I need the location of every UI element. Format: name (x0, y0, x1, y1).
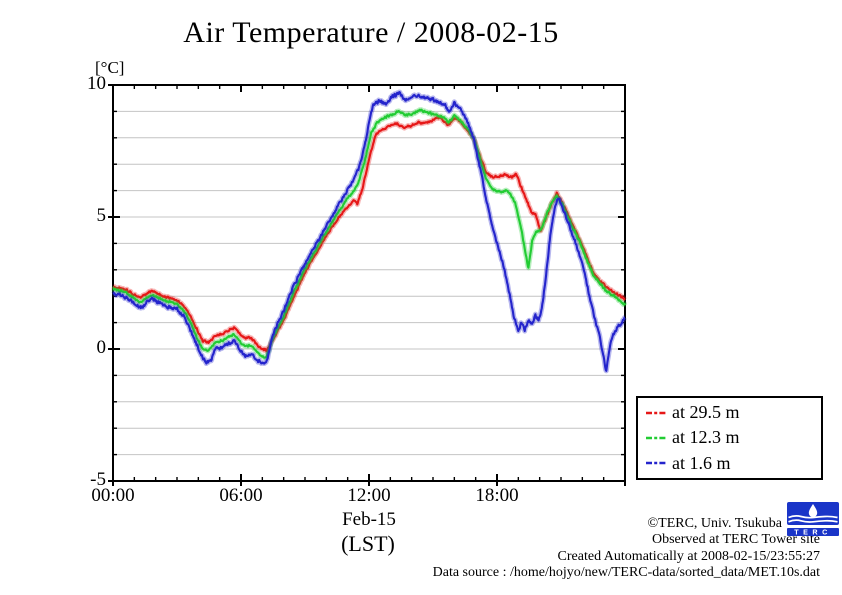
y-tick-label: 5 (96, 205, 107, 226)
x-tick-label: 18:00 (475, 485, 519, 506)
x-axis-date-label: Feb-15 (342, 509, 396, 530)
series-line-at-1-6-m (112, 91, 626, 372)
blue-line-marker-icon (646, 462, 666, 465)
legend-item-label: at 12.3 m (672, 427, 740, 448)
series-line-at-29-5-m (112, 115, 626, 353)
data-source-text: Data source : /home/hojyo/new/TERC-data/… (432, 565, 820, 581)
observed-site-text: Observed at TERC Tower site (651, 532, 820, 548)
legend-box: at 29.5 m at 12.3 m at 1.6 m (636, 396, 823, 480)
y-tick-label: -5 (90, 469, 106, 490)
x-axis-timezone-label: (LST) (341, 531, 395, 556)
legend-item: at 29.5 m (646, 400, 821, 425)
logo-text: TERC (794, 528, 832, 536)
x-tick-label: 12:00 (347, 485, 391, 506)
series-line-at-12-3-m (112, 108, 626, 359)
legend-item-label: at 29.5 m (672, 402, 740, 423)
legend-item-label: at 1.6 m (672, 452, 731, 473)
copyright-text: ©TERC, Univ. Tsukuba (647, 516, 783, 531)
green-line-marker-icon (646, 436, 666, 440)
y-tick-label: 10 (87, 73, 106, 94)
chart-title: Air Temperature / 2008-02-15 (183, 16, 559, 49)
x-tick-label: 06:00 (219, 485, 263, 506)
terc-logo-icon: TERC (787, 502, 839, 536)
y-axis-unit-label: [°C] (95, 58, 125, 77)
legend-item: at 1.6 m (646, 451, 821, 476)
y-tick-label: 0 (96, 337, 107, 358)
footer-annotations: ©TERC, Univ. Tsukuba Observed at TERC To… (433, 516, 820, 582)
legend-item: at 12.3 m (646, 425, 821, 450)
x-tick-label: 00:00 (91, 485, 135, 506)
red-line-marker-icon (646, 411, 666, 414)
created-timestamp-text: Created Automatically at 2008-02-15/23:5… (557, 548, 820, 564)
